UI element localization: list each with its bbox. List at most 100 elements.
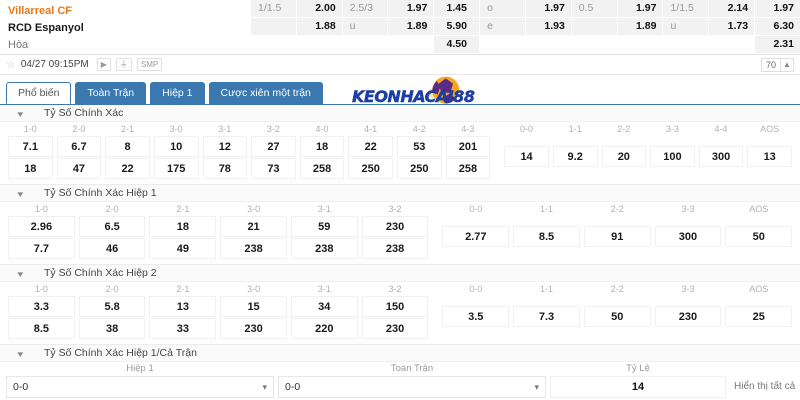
odds-cell[interactable]: 6.30 bbox=[755, 18, 800, 35]
odds-cell[interactable]: 175 bbox=[153, 158, 199, 179]
tab-toan-tran[interactable]: Toàn Trận bbox=[75, 82, 147, 104]
odds-cell[interactable]: e bbox=[480, 18, 525, 35]
section-header[interactable]: ▾ Tỷ Số Chính Xác bbox=[0, 105, 800, 122]
odds-cell[interactable]: 6.5 bbox=[78, 216, 146, 237]
full-score-select[interactable]: 0-0 ▾ bbox=[278, 376, 546, 398]
odds-cell[interactable]: 230 bbox=[654, 306, 722, 327]
section-header[interactable]: ▾ Tỷ Số Chính Xác Hiệp 2 bbox=[0, 265, 800, 282]
odds-cell[interactable]: 238 bbox=[361, 238, 429, 259]
odds-cell[interactable]: 2.14 bbox=[709, 0, 755, 17]
odds-cell[interactable]: 50 bbox=[583, 306, 651, 327]
odds-cell[interactable]: 14 bbox=[504, 146, 549, 167]
odds-cell[interactable]: 2.31 bbox=[755, 36, 800, 53]
odds-cell[interactable]: 250 bbox=[348, 158, 393, 179]
odds-cell[interactable]: 2.96 bbox=[8, 216, 75, 237]
odds-cell[interactable]: 1.97 bbox=[388, 0, 434, 17]
odds-cell[interactable] bbox=[571, 18, 617, 35]
home-team-name[interactable]: Villarreal CF bbox=[8, 5, 72, 17]
tab-pho-bien[interactable]: Phổ biến bbox=[6, 82, 72, 104]
odds-cell[interactable]: 7.7 bbox=[8, 238, 75, 259]
odds-cell[interactable]: 238 bbox=[220, 238, 287, 259]
odds-cell[interactable]: 2.5/3 bbox=[342, 0, 388, 17]
show-all-link[interactable]: Hiển thị tất cả bbox=[734, 381, 796, 392]
odds-cell[interactable]: 7.1 bbox=[8, 136, 53, 157]
odds-cell[interactable]: 1.93 bbox=[525, 18, 571, 35]
odds-cell[interactable]: 1.73 bbox=[709, 18, 755, 35]
odds-cell[interactable]: 220 bbox=[290, 318, 358, 339]
odds-cell[interactable]: 1/1.5 bbox=[251, 0, 296, 17]
odds-cell[interactable]: 18 bbox=[299, 136, 345, 157]
odds-cell[interactable]: 150 bbox=[361, 296, 429, 317]
odds-cell[interactable]: u bbox=[663, 18, 709, 35]
chevron-up-icon[interactable]: ▲ bbox=[781, 57, 794, 72]
odds-cell[interactable]: 201 bbox=[445, 136, 491, 157]
odds-cell[interactable]: o bbox=[480, 0, 525, 17]
play-icon[interactable]: ▶ bbox=[96, 58, 111, 71]
odds-cell[interactable]: 1.97 bbox=[617, 0, 663, 17]
odds-cell[interactable]: 73 bbox=[251, 158, 296, 179]
odds-cell[interactable]: 46 bbox=[78, 238, 146, 259]
chevron-down-icon[interactable]: ▾ bbox=[534, 381, 539, 392]
bar-chart-icon[interactable]: ⏚ bbox=[115, 58, 132, 71]
odds-cell[interactable]: 27 bbox=[251, 136, 296, 157]
odds-cell[interactable]: 2.77 bbox=[442, 226, 510, 247]
odds-cell[interactable]: 38 bbox=[78, 318, 146, 339]
tab-hiep-1[interactable]: Hiệp 1 bbox=[150, 82, 205, 104]
odds-cell[interactable]: 33 bbox=[149, 318, 217, 339]
odds-cell[interactable]: 78 bbox=[202, 158, 248, 179]
odds-cell[interactable]: 300 bbox=[698, 146, 744, 167]
odds-cell[interactable]: 3.3 bbox=[8, 296, 75, 317]
odds-cell[interactable]: 18 bbox=[149, 216, 217, 237]
star-icon[interactable]: ☆ bbox=[6, 59, 16, 71]
odds-cell[interactable]: 5.8 bbox=[78, 296, 146, 317]
odds-cell[interactable]: 4.50 bbox=[434, 36, 480, 53]
odds-cell[interactable]: 13 bbox=[149, 296, 217, 317]
odds-cell[interactable]: 18 bbox=[8, 158, 53, 179]
chevron-down-icon[interactable]: ▾ bbox=[17, 189, 24, 199]
odds-cell[interactable]: 3.5 bbox=[442, 306, 510, 327]
odds-cell[interactable]: 8 bbox=[105, 136, 150, 157]
odds-cell[interactable]: 22 bbox=[348, 136, 393, 157]
odds-cell[interactable]: 1.97 bbox=[755, 0, 800, 17]
odds-cell[interactable]: 59 bbox=[290, 216, 358, 237]
section-header[interactable]: ▾ Tỷ Số Chính Xác Hiệp 1/Cả Trận bbox=[0, 345, 800, 362]
smp-badge[interactable]: SMP bbox=[136, 58, 163, 71]
odds-cell[interactable]: 1.89 bbox=[617, 18, 663, 35]
odds-cell[interactable]: 21 bbox=[220, 216, 287, 237]
chevron-down-icon[interactable]: ▾ bbox=[17, 269, 24, 279]
odds-cell[interactable]: 12 bbox=[202, 136, 248, 157]
chevron-down-icon[interactable]: ▾ bbox=[262, 381, 267, 392]
odds-cell[interactable]: 100 bbox=[650, 146, 695, 167]
odds-cell[interactable]: 8.5 bbox=[8, 318, 75, 339]
odds-cell[interactable]: 10 bbox=[153, 136, 199, 157]
odds-cell[interactable]: 0.5 bbox=[571, 0, 617, 17]
section-header[interactable]: ▾ Tỷ Số Chính Xác Hiệp 1 bbox=[0, 185, 800, 202]
half-score-select[interactable]: 0-0 ▾ bbox=[6, 376, 274, 398]
odds-cell[interactable]: 1.45 bbox=[434, 0, 480, 17]
odds-cell[interactable] bbox=[251, 18, 296, 35]
odds-cell[interactable]: 6.7 bbox=[56, 136, 102, 157]
odds-cell[interactable]: u bbox=[342, 18, 388, 35]
odds-cell[interactable]: 230 bbox=[361, 216, 429, 237]
odds-cell[interactable]: 22 bbox=[105, 158, 150, 179]
odds-cell[interactable]: 5.90 bbox=[434, 18, 480, 35]
odds-cell[interactable]: 230 bbox=[220, 318, 287, 339]
odds-cell[interactable]: 25 bbox=[725, 306, 793, 327]
away-team-name[interactable]: RCD Espanyol bbox=[8, 22, 84, 34]
odds-cell[interactable]: 49 bbox=[149, 238, 217, 259]
odds-cell[interactable]: 91 bbox=[583, 226, 651, 247]
chevron-down-icon[interactable]: ▾ bbox=[17, 349, 24, 359]
odds-cell[interactable]: 1/1.5 bbox=[663, 0, 709, 17]
odds-cell[interactable]: 1.97 bbox=[525, 0, 571, 17]
odds-cell[interactable]: 20 bbox=[601, 146, 647, 167]
htft-odds-value[interactable]: 14 bbox=[550, 376, 726, 398]
odds-cell[interactable]: 8.5 bbox=[513, 226, 580, 247]
tab-cuoc-xien-mot-tran[interactable]: Cược xiên một trận bbox=[208, 82, 323, 104]
odds-cell[interactable]: 53 bbox=[397, 136, 442, 157]
odds-cell[interactable]: 250 bbox=[397, 158, 442, 179]
odds-cell[interactable]: 9.2 bbox=[552, 146, 598, 167]
odds-cell[interactable]: 1.88 bbox=[296, 18, 342, 35]
odds-cell[interactable]: 238 bbox=[290, 238, 358, 259]
odds-cell[interactable]: 50 bbox=[725, 226, 793, 247]
odds-cell[interactable]: 34 bbox=[290, 296, 358, 317]
